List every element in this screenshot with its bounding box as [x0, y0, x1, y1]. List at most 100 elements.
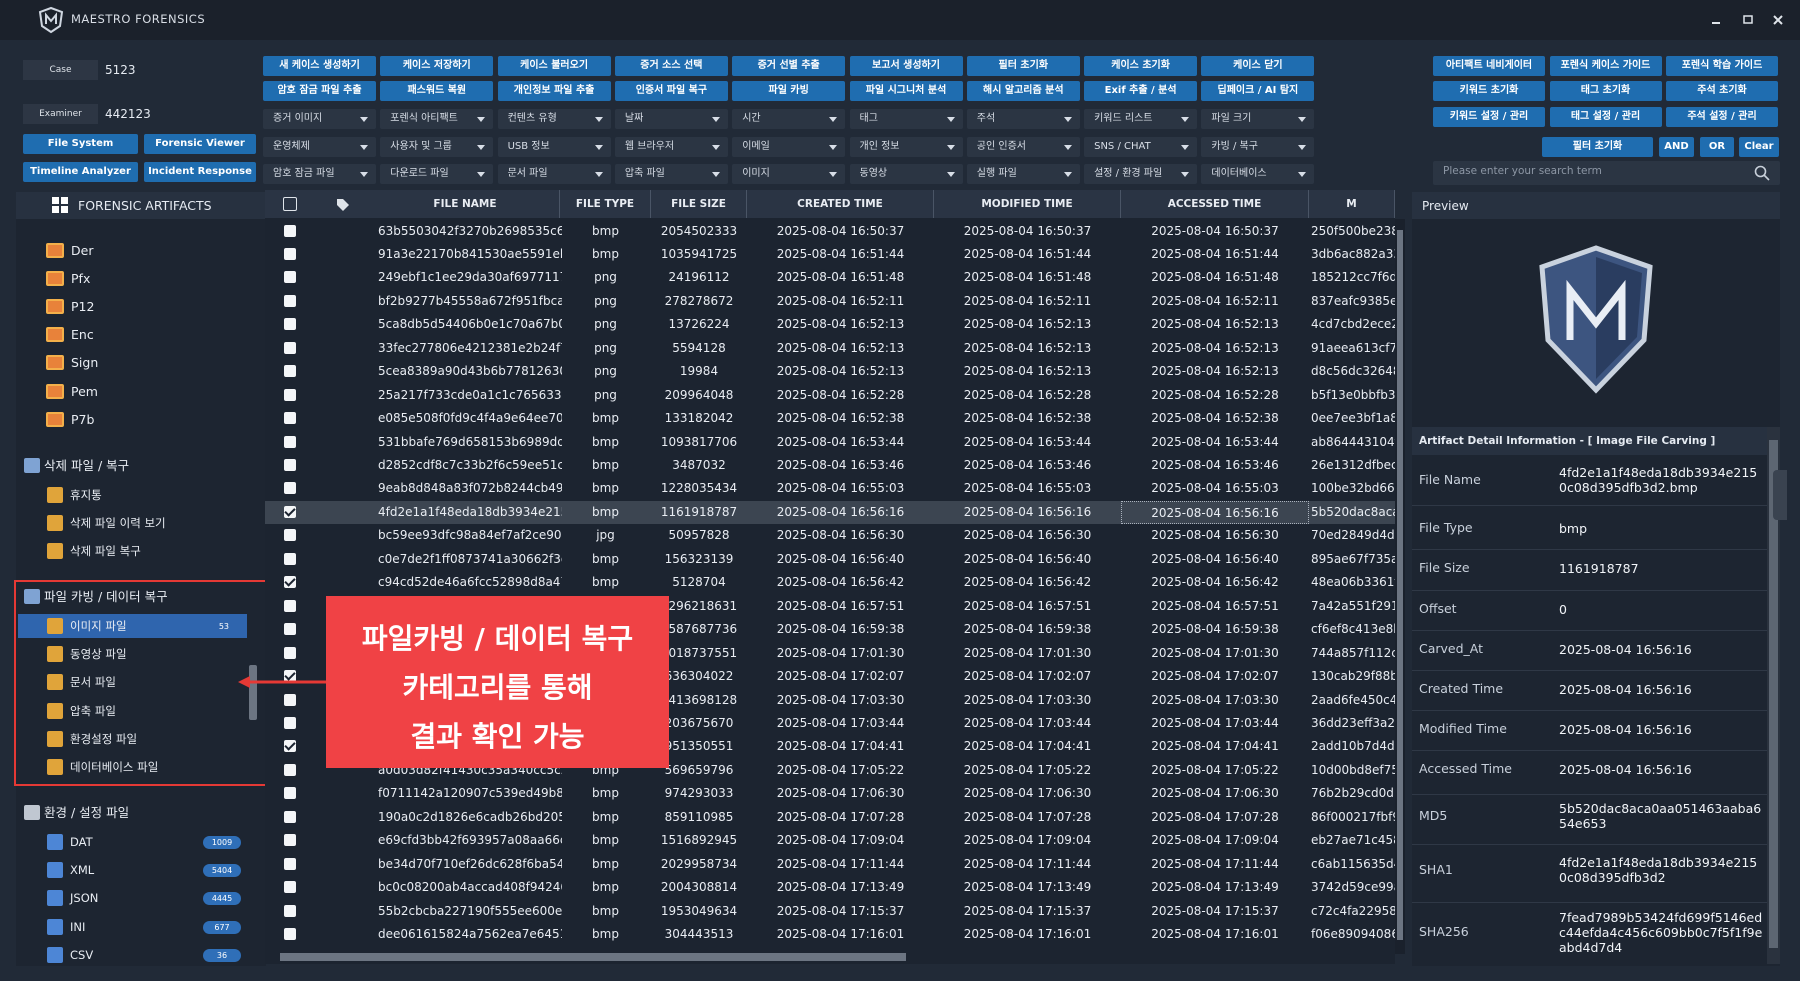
tool-button[interactable]: 키워드 설정 / 관리 [1433, 107, 1545, 127]
toolbar-button[interactable]: 파일 카빙 [732, 81, 846, 101]
filter-dropdown[interactable]: 파일 크기 [1201, 109, 1315, 129]
filter-dropdown[interactable]: 운영체제 [263, 137, 376, 157]
row-checkbox[interactable] [284, 318, 296, 331]
toolbar-button[interactable]: 패스워드 복원 [380, 81, 494, 101]
row-checkbox[interactable] [284, 271, 296, 284]
row-checkbox[interactable] [284, 552, 296, 565]
toolbar-button[interactable]: 케이스 초기화 [1084, 56, 1198, 76]
tool-button[interactable]: 주석 초기화 [1666, 81, 1778, 101]
collapse-tab[interactable] [1773, 470, 1787, 520]
filter-button[interactable]: 필터 초기화 [1542, 137, 1653, 157]
filter-dropdown[interactable]: 실행 파일 [966, 164, 1080, 184]
toolbar-button[interactable]: 필터 초기화 [966, 56, 1080, 76]
nav-button[interactable]: Forensic Viewer [144, 134, 256, 154]
toolbar-button[interactable]: 딥페이크 / AI 탐지 [1201, 81, 1315, 101]
filter-dropdown[interactable]: 개인 정보 [849, 137, 963, 157]
filter-dropdown[interactable]: 웹 브라우저 [614, 137, 728, 157]
row-checkbox[interactable] [284, 834, 296, 847]
filter-dropdown[interactable]: 데이터베이스 [1201, 164, 1315, 184]
column-header[interactable]: FILE NAME [371, 190, 560, 218]
filter-dropdown[interactable]: 암호 잠금 파일 [263, 164, 376, 184]
filter-button[interactable]: OR [1700, 137, 1734, 157]
row-checkbox[interactable] [284, 928, 296, 940]
filter-dropdown[interactable]: 공인 인증서 [966, 137, 1080, 157]
sidebar-item[interactable]: INI [70, 919, 86, 934]
sidebar-item[interactable]: 동영상 파일 [70, 647, 127, 662]
row-checkbox[interactable] [284, 365, 296, 378]
toolbar-button[interactable]: 증거 선별 추출 [732, 56, 846, 76]
filter-dropdown[interactable]: 설정 / 환경 파일 [1084, 164, 1198, 184]
row-checkbox[interactable] [284, 388, 296, 401]
column-header[interactable]: CREATED TIME [747, 190, 934, 218]
sidebar-item[interactable]: JSON [70, 891, 99, 906]
row-checkbox[interactable] [284, 881, 296, 894]
toolbar-button[interactable]: 증거 소스 선택 [614, 56, 728, 76]
filter-dropdown[interactable]: 포렌식 아티팩트 [380, 109, 494, 129]
sidebar-item[interactable]: CSV [70, 947, 94, 962]
sidebar-item[interactable]: Pem [71, 383, 98, 399]
toolbar-button[interactable]: 인증서 파일 복구 [614, 81, 728, 101]
sidebar-item[interactable]: 삭제 파일 복구 [70, 544, 141, 558]
filter-dropdown[interactable]: 키워드 리스트 [1084, 109, 1198, 129]
column-header[interactable]: ACCESSED TIME [1121, 190, 1309, 218]
column-header[interactable]: FILE SIZE [651, 190, 747, 218]
filter-dropdown[interactable]: 동영상 [849, 164, 963, 184]
toolbar-button[interactable]: Exif 추출 / 분석 [1084, 81, 1198, 101]
row-checkbox[interactable] [284, 763, 296, 776]
tool-button[interactable]: 태그 초기화 [1549, 81, 1662, 101]
toolbar-button[interactable]: 해시 알고리즘 분석 [966, 81, 1080, 101]
toolbar-button[interactable]: 파일 시그니처 분석 [849, 81, 963, 101]
sidebar-item[interactable]: 압축 파일 [70, 703, 116, 718]
row-checkbox[interactable] [284, 482, 296, 495]
sidebar-item[interactable]: 문서 파일 [70, 675, 116, 690]
row-checkbox[interactable] [284, 623, 296, 636]
row-checkbox[interactable] [284, 857, 296, 870]
row-checkbox[interactable] [284, 294, 296, 307]
sidebar-item[interactable]: DAT [70, 835, 93, 849]
filter-dropdown[interactable]: 이미지 [732, 164, 846, 184]
row-checkbox[interactable] [284, 599, 296, 612]
row-checkbox[interactable] [284, 693, 296, 706]
sidebar-item[interactable]: Enc [71, 327, 94, 343]
filter-dropdown[interactable]: USB 정보 [497, 137, 611, 157]
filter-dropdown[interactable]: SNS / CHAT [1084, 137, 1198, 157]
sidebar-item[interactable]: Pfx [71, 271, 91, 287]
row-checkbox[interactable] [284, 646, 296, 659]
filter-button[interactable]: Clear [1739, 137, 1779, 157]
row-checkbox[interactable] [284, 670, 296, 683]
nav-button[interactable]: Incident Response [144, 162, 256, 182]
filter-dropdown[interactable]: 시간 [732, 109, 846, 129]
filter-dropdown[interactable]: 이메일 [732, 137, 846, 157]
sidebar-item[interactable]: Der [71, 243, 94, 258]
filter-dropdown[interactable]: 다운로드 파일 [380, 164, 494, 184]
sidebar-item[interactable]: Sign [71, 355, 99, 371]
tool-button[interactable]: 아티팩트 네비게이터 [1433, 56, 1545, 76]
row-checkbox[interactable] [284, 576, 296, 589]
filter-dropdown[interactable]: 압축 파일 [614, 164, 728, 184]
row-checkbox[interactable] [284, 787, 296, 800]
nav-button[interactable]: File System [23, 134, 138, 154]
sidebar-item[interactable]: 환경설정 파일 [70, 731, 138, 746]
toolbar-button[interactable]: 새 케이스 생성하기 [263, 56, 376, 76]
filter-dropdown[interactable]: 컨텐츠 유형 [497, 109, 611, 129]
tool-button[interactable]: 키워드 초기화 [1433, 81, 1545, 101]
nav-button[interactable]: Timeline Analyzer [23, 162, 138, 182]
search-box[interactable]: Please enter your search term [1433, 161, 1780, 185]
row-checkbox[interactable] [284, 505, 296, 518]
toolbar-button[interactable]: 암호 잠금 파일 추출 [263, 81, 376, 101]
filter-dropdown[interactable]: 카빙 / 복구 [1201, 137, 1315, 157]
toolbar-button[interactable]: 케이스 닫기 [1201, 56, 1315, 76]
filter-dropdown[interactable]: 주석 [966, 109, 1080, 129]
row-checkbox[interactable] [284, 224, 296, 237]
row-checkbox[interactable] [284, 341, 296, 354]
filter-button[interactable]: AND [1659, 137, 1694, 157]
row-checkbox[interactable] [284, 904, 296, 917]
column-header[interactable]: FILE TYPE [560, 190, 651, 218]
row-checkbox[interactable] [284, 716, 296, 729]
row-checkbox[interactable] [284, 459, 296, 471]
toolbar-button[interactable]: 케이스 불러오기 [497, 56, 611, 76]
row-checkbox[interactable] [284, 810, 296, 823]
row-checkbox[interactable] [284, 529, 296, 542]
sidebar-item[interactable]: XML [70, 863, 95, 878]
filter-dropdown[interactable]: 문서 파일 [497, 164, 611, 184]
